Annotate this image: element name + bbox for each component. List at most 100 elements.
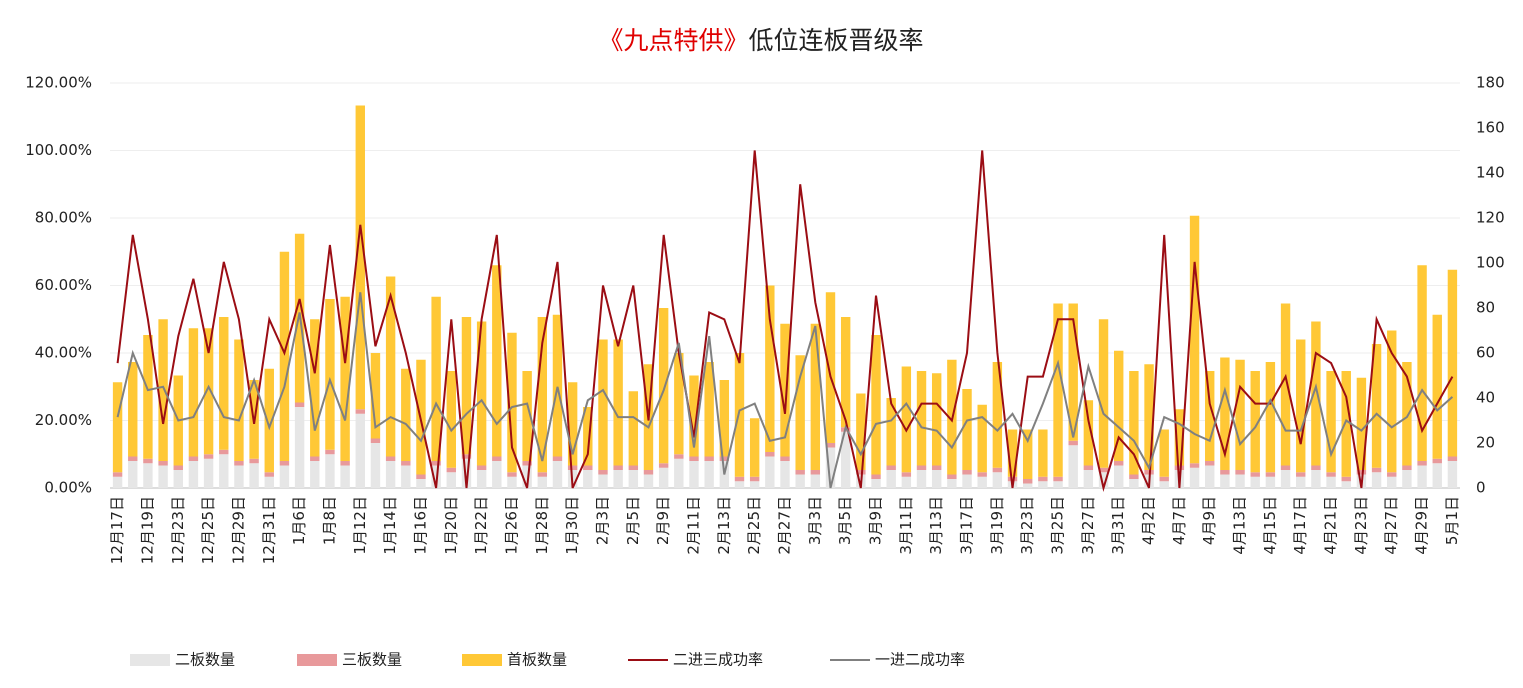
- bar-segment: [886, 465, 896, 470]
- bar-segment: [1053, 476, 1063, 482]
- bar-segment: [1280, 470, 1291, 488]
- bar-segment: [810, 474, 821, 488]
- x-tick-label: 4月29日: [1413, 496, 1431, 555]
- bar-segment: [1205, 465, 1215, 488]
- bar-segment: [674, 458, 684, 488]
- bar-segment: [370, 438, 381, 443]
- bar-segment: [1432, 458, 1442, 464]
- bar-segment: [264, 476, 274, 488]
- bar-segment: [643, 470, 654, 475]
- bar-segment: [1250, 476, 1260, 488]
- x-tick-label: 1月8日: [320, 496, 338, 545]
- bar-segment: [401, 368, 411, 461]
- bar-segment: [1280, 303, 1291, 466]
- bar-segment: [234, 465, 244, 488]
- bar-segment: [931, 470, 942, 488]
- bar-segment: [128, 461, 138, 488]
- bar-segment: [522, 465, 532, 488]
- bar-segment: [749, 481, 760, 488]
- bar-segment: [613, 470, 623, 488]
- bar-segment: [1220, 474, 1230, 488]
- bar-segment: [1235, 474, 1245, 488]
- bar-segment: [1174, 465, 1185, 470]
- bar-segment: [931, 373, 942, 466]
- bar-segment: [158, 319, 168, 461]
- x-tick-label: 1月26日: [502, 496, 520, 555]
- legend-swatch: [297, 654, 337, 666]
- y-tick-label: 0.00%: [44, 479, 92, 497]
- bar-segment: [1098, 467, 1109, 473]
- bar-segment: [613, 339, 623, 466]
- bar-segment: [871, 335, 881, 475]
- bar-segment: [734, 481, 745, 488]
- x-tick-label: 2月3日: [593, 496, 611, 545]
- bar-segment: [340, 465, 350, 488]
- bar-segment: [537, 472, 548, 477]
- title-text: 低位连板晋级率: [749, 26, 924, 55]
- bar-segment: [1341, 481, 1351, 488]
- x-tick-label: 3月19日: [988, 496, 1006, 555]
- y2-tick-label: 20: [1476, 434, 1495, 452]
- x-tick-label: 2月9日: [654, 496, 672, 545]
- bar-segment: [567, 465, 578, 470]
- bar-segment: [749, 476, 760, 482]
- bar-segment: [1129, 371, 1139, 475]
- y2-tick-label: 120: [1476, 209, 1505, 227]
- x-tick-label: 12月17日: [108, 496, 126, 564]
- bar-segment: [173, 465, 183, 470]
- x-tick-label: 1月16日: [411, 496, 429, 555]
- bar-segment: [234, 339, 244, 461]
- chart-title: 《九点特供》低位连板晋级率: [598, 26, 923, 55]
- bar-segment: [1129, 474, 1139, 479]
- bar-segment: [522, 461, 532, 466]
- bar-segment: [234, 461, 244, 466]
- bar-segment: [977, 472, 987, 477]
- bar-segment: [916, 371, 927, 466]
- bar-segment: [977, 404, 987, 473]
- bar-segment: [355, 105, 365, 410]
- x-tick-label: 1月30日: [563, 496, 581, 555]
- bar-segment: [1205, 371, 1215, 461]
- bar-segment: [416, 479, 426, 488]
- bar-segment: [1265, 472, 1276, 477]
- x-tick-label: 4月2日: [1140, 496, 1158, 545]
- bar-segment: [962, 470, 972, 475]
- bar-segment: [567, 382, 578, 466]
- bar-segment: [765, 452, 775, 457]
- bar-segment: [279, 465, 290, 488]
- bar-segment: [628, 465, 639, 470]
- bar-segment: [492, 265, 502, 457]
- bar-segment: [264, 472, 274, 477]
- bar-segment: [1402, 362, 1412, 466]
- bar-segment: [522, 371, 532, 461]
- bar-segment: [143, 335, 153, 459]
- bar-segment: [840, 431, 851, 488]
- bar-segment: [765, 285, 775, 452]
- bar-segment: [962, 474, 972, 488]
- bar-segment: [1311, 470, 1321, 488]
- bar-segment: [583, 465, 593, 470]
- bar-segment: [658, 308, 669, 464]
- x-tick-label: 4月9日: [1200, 496, 1218, 545]
- bar-segment: [1402, 465, 1412, 470]
- y2-tick-label: 40: [1476, 389, 1495, 407]
- bar-segment: [507, 332, 517, 473]
- bar-segment: [370, 443, 381, 488]
- bar-segment: [461, 317, 472, 455]
- bar-segment: [1417, 461, 1427, 466]
- bar-segment: [1098, 472, 1109, 488]
- bar-segment: [294, 402, 305, 407]
- x-tick-label: 4月27日: [1382, 496, 1400, 555]
- x-tick-label: 1月20日: [442, 496, 460, 555]
- bar-segment: [310, 319, 320, 457]
- bar-segment: [643, 474, 654, 488]
- x-tick-label: 2月5日: [624, 496, 642, 545]
- bar-segment: [310, 456, 320, 461]
- x-tick-label: 3月9日: [867, 496, 885, 545]
- bar-segment: [1174, 409, 1185, 466]
- bar-segment: [704, 456, 714, 461]
- bar-segment: [173, 470, 183, 488]
- bar-segment: [719, 456, 730, 461]
- bar-segment: [871, 474, 881, 479]
